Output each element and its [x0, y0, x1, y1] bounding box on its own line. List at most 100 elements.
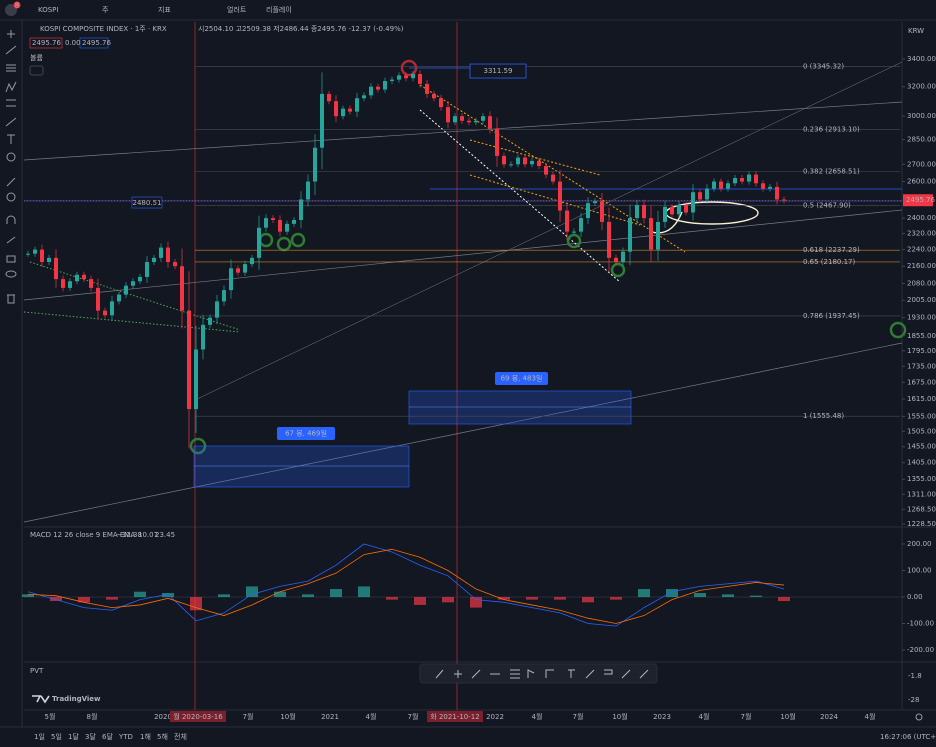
level-tag: 2480.51 — [133, 199, 162, 207]
interval[interactable]: 주 — [102, 6, 109, 14]
histogram-bar — [386, 597, 398, 600]
emoji-tool[interactable] — [6, 152, 16, 162]
left-tools — [5, 30, 17, 304]
x-tick-label: 4월 — [366, 712, 377, 721]
x-tick-label: 4월 — [865, 712, 876, 721]
magnet-tool[interactable] — [6, 215, 16, 224]
y-tick-label: 2160.00 — [907, 262, 936, 270]
y-tick-label: 1268.50 — [907, 505, 936, 513]
collapse-button[interactable] — [29, 65, 44, 76]
candle-body — [439, 98, 443, 108]
x-tick-label: 8월 — [87, 712, 98, 721]
tool-icons[interactable] — [435, 669, 649, 679]
candle-body — [341, 108, 345, 117]
peak-tag: 3311.59 — [484, 67, 513, 75]
histogram-bar — [274, 591, 286, 597]
candle-body — [61, 279, 65, 288]
clock: 16:27:06 (UTC+9) — [880, 733, 936, 741]
lock-drawings[interactable] — [6, 236, 16, 244]
y-tick-label: 2400.00 — [907, 214, 936, 222]
text-tool[interactable] — [7, 134, 15, 144]
candle-body — [47, 257, 51, 263]
candle-body — [159, 247, 163, 258]
macd-line — [27, 543, 785, 627]
y-tick-label: 1855.00 — [907, 332, 936, 340]
range-tool[interactable] — [6, 99, 16, 107]
range-button[interactable]: YTD — [118, 733, 133, 741]
candle-body — [404, 75, 408, 79]
currency[interactable]: KRW — [908, 27, 924, 35]
candle-body — [54, 257, 58, 280]
y-tick-label: 1355.00 — [907, 475, 936, 483]
range-button[interactable]: 6달 — [102, 733, 113, 741]
candle-body — [194, 349, 198, 410]
candle-body — [110, 301, 114, 316]
histogram-bar — [442, 597, 454, 603]
candle-body — [495, 128, 499, 156]
histogram-bar — [666, 589, 678, 597]
candle-body — [418, 74, 422, 84]
macd-reading: −12.38 — [116, 531, 142, 539]
candle-body — [726, 183, 730, 189]
candle-body — [33, 249, 37, 254]
fib-label: 0.382 (2658.51) — [803, 167, 860, 175]
line-tool[interactable] — [5, 45, 17, 55]
brush-tool[interactable] — [5, 117, 17, 127]
candle-body — [208, 317, 212, 325]
candle-body — [180, 266, 184, 311]
macd-reading: 23.45 — [155, 531, 175, 539]
lock-tool[interactable] — [6, 255, 16, 263]
visibility-tool[interactable] — [5, 270, 17, 278]
candle-body — [663, 206, 667, 222]
candle-body — [299, 199, 303, 221]
range-button[interactable]: 1해 — [140, 732, 151, 741]
histogram-bar — [162, 593, 174, 597]
y-tick-label: 3000.00 — [907, 112, 936, 120]
candle-body — [215, 301, 219, 318]
y-tick-label: 1405.00 — [907, 459, 936, 467]
fib-tool[interactable] — [6, 64, 16, 72]
alerts[interactable]: 얼러트 — [227, 5, 247, 14]
candle-body — [502, 155, 506, 165]
y-tick-label: 200.00 — [907, 540, 932, 548]
candle-body — [775, 186, 779, 200]
range-button[interactable]: 1일 — [34, 732, 45, 741]
indicators[interactable]: 지표 — [158, 5, 171, 14]
settings-icon[interactable] — [915, 713, 923, 721]
avatar[interactable] — [5, 4, 17, 16]
delete-tool[interactable] — [7, 294, 15, 304]
range-button[interactable]: 전체 — [174, 732, 187, 741]
fib-label: 0.65 (2180.17) — [803, 258, 855, 266]
candle-body — [376, 86, 380, 90]
ruler-tool[interactable] — [6, 177, 16, 187]
histogram-bar — [50, 597, 62, 601]
crosshair-tool[interactable] — [7, 30, 15, 38]
candle-body — [782, 199, 786, 201]
candle-body — [26, 253, 30, 255]
y-tick-label: 1505.00 — [907, 427, 936, 435]
range-button[interactable]: 1달 — [68, 733, 79, 741]
replay[interactable]: 리플레이 — [266, 5, 292, 14]
range-button[interactable]: 5해 — [157, 732, 168, 741]
peak-marker — [400, 59, 418, 77]
candle-body — [733, 178, 737, 184]
candle-body — [509, 164, 513, 166]
candle-body — [369, 86, 373, 96]
symbol[interactable]: KOSPI — [38, 6, 58, 14]
range-button[interactable]: 3달 — [85, 733, 96, 741]
range-label: 67 봉, 469일 — [285, 429, 327, 438]
zoom-tool[interactable] — [6, 192, 16, 202]
candle-body — [719, 181, 723, 189]
candle-body — [82, 274, 86, 280]
buy-badge[interactable] — [79, 37, 109, 49]
candle-body — [628, 218, 632, 252]
candle-body — [124, 285, 128, 295]
range-button[interactable]: 5일 — [51, 732, 62, 741]
freehand-stroke — [651, 211, 683, 234]
sell-badge[interactable] — [29, 37, 63, 49]
histogram-bar — [554, 597, 566, 600]
candle-body — [397, 75, 401, 80]
histogram-bar — [134, 591, 146, 597]
y-tick-label: 100.00 — [907, 567, 932, 575]
pattern-tool[interactable] — [5, 81, 17, 93]
